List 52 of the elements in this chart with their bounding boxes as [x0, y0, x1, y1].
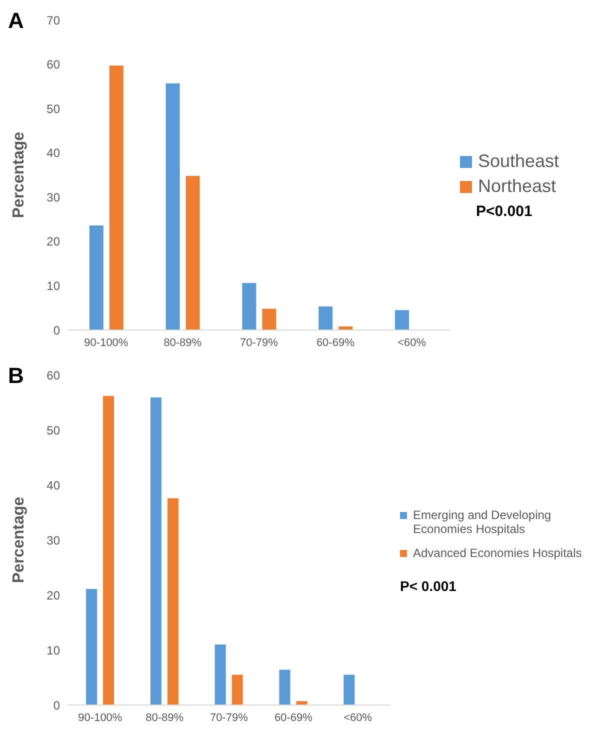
y-axis-title: Percentage: [10, 496, 28, 584]
x-tick-label: 90-100%: [84, 336, 128, 349]
bar: [214, 644, 226, 705]
x-tick-label: <60%: [344, 712, 372, 724]
bar: [167, 498, 178, 705]
y-tick-label: 30: [46, 533, 60, 548]
legend-label: Southeast: [478, 151, 560, 171]
x-tick-label: 80-89%: [146, 712, 184, 724]
bar: [150, 398, 162, 705]
y-tick-label: 0: [53, 323, 60, 338]
legend-label: Advanced Economies Hospitals: [413, 546, 582, 560]
x-tick-label: 90-100%: [78, 712, 122, 724]
bar: [262, 308, 276, 330]
bar: [109, 66, 124, 330]
bar: [166, 83, 180, 330]
bar: [232, 674, 243, 705]
y-tick-label: 60: [46, 368, 60, 382]
y-tick-label: 60: [46, 58, 60, 72]
legend-label: Emerging and Developing Economies Hospitals: [413, 508, 552, 536]
text: P< 0.001: [400, 578, 456, 594]
x-tick-label: <60%: [398, 336, 426, 349]
chart-title: B: [8, 363, 24, 388]
y-tick-label: 70: [46, 13, 60, 28]
x-tick-label: 70-79%: [240, 336, 278, 349]
y-tick-label: 10: [46, 278, 60, 293]
y-tick-label: 50: [46, 102, 60, 116]
x-tick-label: 80-89%: [164, 336, 202, 349]
y-tick-label: 30: [46, 190, 60, 204]
bar: [86, 588, 98, 705]
bar: [279, 670, 290, 705]
y-tick-label: 0: [53, 698, 60, 712]
y-tick-label: 20: [46, 588, 60, 602]
y-tick-label: 40: [46, 146, 60, 160]
y-tick-label: 20: [46, 234, 60, 249]
x-tick-label: 70-79%: [210, 712, 248, 724]
bar: [103, 396, 114, 705]
legend-label: Northeast: [478, 176, 556, 196]
bar: [242, 283, 256, 330]
bar: [318, 306, 333, 330]
y-axis-title: Percentage: [10, 132, 28, 218]
text: P<0.001: [476, 203, 532, 220]
bar: [89, 225, 104, 330]
bar: [296, 701, 308, 705]
y-tick-label: 40: [46, 478, 60, 492]
bar: [394, 310, 409, 330]
bar: [186, 176, 200, 330]
y-tick-label: 50: [46, 423, 60, 438]
y-tick-label: 10: [46, 643, 60, 658]
bar: [344, 674, 355, 705]
x-tick-label: 60-69%: [274, 712, 313, 724]
x-tick-label: 60-69%: [316, 336, 355, 349]
chart-title: A: [8, 8, 24, 33]
